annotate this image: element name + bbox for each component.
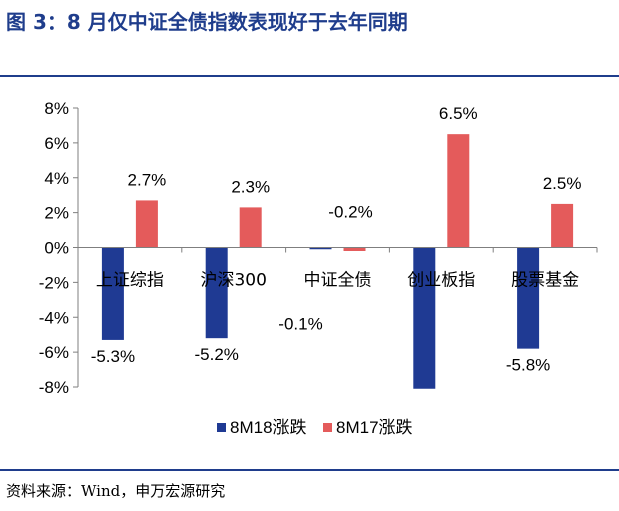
y-tick-label: 4% (44, 169, 69, 188)
bar-chart: -8% -6% -4% -2% 0% 2% 4% 6% 8% -5.3% -5.2% -0.1% -5.… (39, 99, 598, 437)
chart-title: 图 3：8 月仅中证全债指数表现好于去年同期 (6, 10, 408, 34)
bar (205, 247, 228, 339)
data-label: 6.5% (439, 104, 478, 123)
y-tick-label: 0% (44, 239, 69, 258)
data-label: 2.7% (128, 170, 167, 189)
category-label: 创业板指 (407, 271, 475, 291)
category-label: 股票基金 (511, 271, 579, 291)
source-note: 资料来源：Wind，申万宏源研究 (6, 482, 226, 500)
bar (413, 247, 436, 389)
data-label: 2.5% (543, 174, 582, 193)
bar (309, 247, 332, 250)
legend-label: 8M18涨跌 (230, 418, 307, 437)
data-label: -5.3% (91, 347, 135, 366)
bar (239, 207, 262, 248)
data-label: 2.3% (231, 177, 270, 196)
bar (517, 247, 540, 349)
bar (135, 200, 158, 248)
data-label: -5.2% (194, 345, 238, 364)
y-tick-label: -2% (39, 273, 69, 292)
legend-swatch (323, 423, 332, 432)
bar (447, 134, 470, 248)
y-tick-label: -4% (39, 308, 69, 327)
legend-label: 8M17涨跌 (336, 418, 413, 437)
legend-swatch (217, 423, 226, 432)
bar (101, 247, 124, 340)
bar (343, 247, 366, 251)
top-rule (0, 75, 619, 77)
y-tick-label: -8% (39, 378, 69, 397)
y-tick-label: 6% (44, 134, 69, 153)
data-label: -0.1% (278, 315, 322, 334)
y-tick-label: 2% (44, 204, 69, 223)
bottom-rule (0, 469, 619, 471)
category-label: 沪深300 (200, 271, 266, 291)
y-tick-label: 8% (44, 99, 69, 118)
data-label: -5.8% (506, 356, 550, 375)
y-tick-label: -6% (39, 343, 69, 362)
category-label: 中证全债 (304, 271, 372, 291)
data-label: -0.2% (328, 203, 372, 222)
bar (551, 203, 574, 248)
category-label: 上证综指 (96, 271, 164, 291)
